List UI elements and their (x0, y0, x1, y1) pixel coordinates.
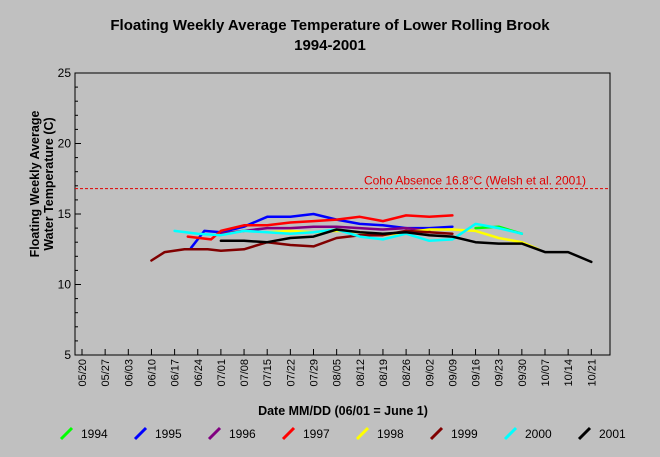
chart-subtitle: 1994-2001 (294, 37, 366, 54)
x-tick-label: 06/24 (193, 359, 205, 387)
series-line-1997 (186, 214, 454, 241)
x-tick-label: 08/05 (332, 359, 344, 387)
x-tick-label: 09/23 (494, 359, 506, 387)
legend-swatch (355, 426, 370, 441)
x-tick-label: 09/02 (424, 359, 436, 387)
x-tick-label: 09/09 (447, 359, 459, 387)
x-tick-label: 05/20 (77, 359, 89, 387)
plot-area (74, 72, 611, 356)
legend-item-1999: 1999 (429, 426, 478, 441)
legend-label: 1995 (155, 427, 182, 441)
legend-swatch (281, 426, 296, 441)
y-axis-title: Floating Weekly Average Water Temperatur… (28, 111, 56, 258)
x-tick-label: 10/14 (563, 359, 575, 387)
series-line-2001 (219, 228, 593, 264)
series-lines (150, 212, 593, 264)
legend: 1994 1995 1996 1997 1998 1999 2000 2001 (59, 426, 626, 441)
y-axis-title-line-1: Floating Weekly Average (28, 111, 42, 258)
legend-item-1996: 1996 (207, 426, 256, 441)
x-tick-label: 06/10 (146, 359, 158, 387)
chart-title: Floating Weekly Average Temperature of L… (110, 17, 550, 34)
legend-label: 1997 (303, 427, 330, 441)
series-line-1996 (219, 225, 431, 235)
legend-label: 2000 (525, 427, 552, 441)
legend-item-1995: 1995 (133, 426, 182, 441)
x-tick-label: 06/17 (170, 359, 182, 387)
legend-label: 2001 (599, 427, 626, 441)
legend-swatch (59, 426, 74, 441)
legend-swatch (429, 426, 444, 441)
x-tick-label: 07/15 (262, 359, 274, 387)
y-tick-label: 10 (58, 278, 72, 292)
series-line-2000 (173, 222, 524, 243)
x-tick-label: 07/01 (216, 359, 228, 387)
y-axis: 5 10 15 20 25 (58, 66, 81, 362)
x-axis: 05/20 05/27 06/03 06/10 06/17 06/24 07/01 07/08… (77, 349, 598, 387)
y-tick-label: 5 (64, 348, 71, 362)
x-axis-title: Date MM/DD (06/01 = June 1) (258, 404, 428, 418)
legend-item-1997: 1997 (281, 426, 330, 441)
y-axis-title-line-2: Water Temperature (C) (42, 117, 56, 250)
legend-item-1994: 1994 (59, 426, 108, 441)
legend-swatch (577, 426, 592, 441)
x-tick-label: 08/19 (378, 359, 390, 387)
x-tick-label: 07/08 (239, 359, 251, 387)
x-tick-label: 08/26 (401, 359, 413, 387)
legend-item-2000: 2000 (503, 426, 552, 441)
x-tick-label: 07/29 (309, 359, 321, 387)
legend-item-1998: 1998 (355, 426, 404, 441)
x-tick-label: 10/07 (540, 359, 552, 387)
coho-threshold-label: Coho Absence 16.8°C (Welsh et al. 2001) (364, 174, 586, 188)
x-tick-label: 05/27 (100, 359, 112, 387)
legend-label: 1999 (451, 427, 478, 441)
legend-label: 1998 (377, 427, 404, 441)
legend-label: 1994 (81, 427, 108, 441)
legend-label: 1996 (229, 427, 256, 441)
x-tick-label: 07/22 (285, 359, 297, 387)
legend-swatch (133, 426, 148, 441)
y-tick-label: 25 (58, 66, 72, 80)
y-tick-label: 15 (58, 207, 72, 221)
y-tick-label: 20 (58, 137, 72, 151)
x-tick-label: 08/12 (355, 359, 367, 387)
x-tick-label: 06/03 (123, 359, 135, 387)
x-tick-label: 09/16 (471, 359, 483, 387)
legend-swatch (207, 426, 222, 441)
legend-swatch (503, 426, 518, 441)
legend-item-2001: 2001 (577, 426, 626, 441)
x-tick-label: 10/21 (586, 359, 598, 387)
x-tick-label: 09/30 (517, 359, 529, 387)
